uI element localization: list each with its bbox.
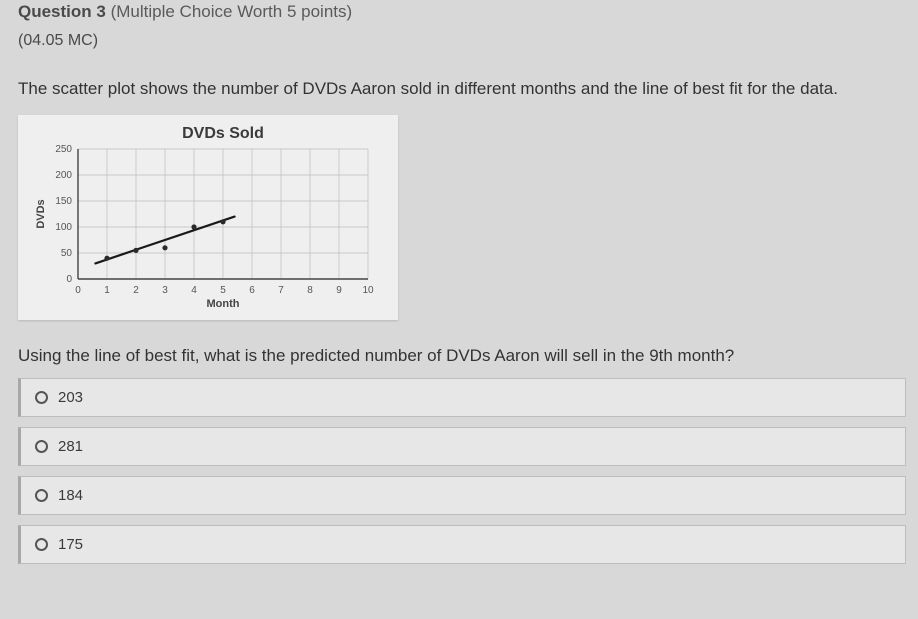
option-label: 175 <box>58 536 83 553</box>
svg-text:9: 9 <box>336 285 342 296</box>
svg-text:2: 2 <box>133 285 139 296</box>
sub-question: Using the line of best fit, what is the … <box>18 346 906 366</box>
svg-text:DVDs: DVDs <box>35 199 47 228</box>
svg-text:1: 1 <box>104 285 110 296</box>
svg-text:250: 250 <box>55 145 72 155</box>
svg-text:7: 7 <box>278 285 284 296</box>
svg-text:8: 8 <box>307 285 313 296</box>
options-list: 203 281 184 175 <box>18 378 906 564</box>
scatter-chart: 0 50 100 150 200 250 0 1 2 3 4 5 6 7 8 9 10 Month DVDs <box>30 145 386 313</box>
option-b[interactable]: 281 <box>18 427 906 466</box>
svg-text:4: 4 <box>191 285 197 296</box>
option-label: 203 <box>58 389 83 406</box>
option-a[interactable]: 203 <box>18 378 906 417</box>
question-number: Question 3 <box>18 2 106 21</box>
question-stem: The scatter plot shows the number of DVD… <box>18 78 906 101</box>
svg-text:0: 0 <box>66 274 72 285</box>
svg-text:50: 50 <box>61 248 73 259</box>
svg-text:5: 5 <box>220 285 226 296</box>
option-d[interactable]: 175 <box>18 525 906 564</box>
svg-text:3: 3 <box>162 285 168 296</box>
radio-icon <box>35 538 48 551</box>
svg-text:6: 6 <box>249 285 255 296</box>
option-label: 184 <box>58 487 83 504</box>
option-label: 281 <box>58 438 83 455</box>
svg-text:150: 150 <box>55 196 72 207</box>
svg-text:Month: Month <box>207 298 240 310</box>
question-header: Question 3 (Multiple Choice Worth 5 poin… <box>18 2 906 22</box>
svg-text:0: 0 <box>75 285 81 296</box>
svg-text:200: 200 <box>55 170 72 181</box>
question-worth: (Multiple Choice Worth 5 points) <box>111 2 353 21</box>
option-c[interactable]: 184 <box>18 476 906 515</box>
radio-icon <box>35 489 48 502</box>
question-code: (04.05 MC) <box>18 32 906 50</box>
radio-icon <box>35 391 48 404</box>
radio-icon <box>35 440 48 453</box>
svg-text:100: 100 <box>55 222 72 233</box>
svg-text:10: 10 <box>362 285 374 296</box>
chart-title: DVDs Sold <box>60 125 386 143</box>
chart-card: DVDs Sold 0 50 100 150 200 250 0 1 2 3 4 5 6 7 8 9 10 Mon… <box>18 115 398 320</box>
